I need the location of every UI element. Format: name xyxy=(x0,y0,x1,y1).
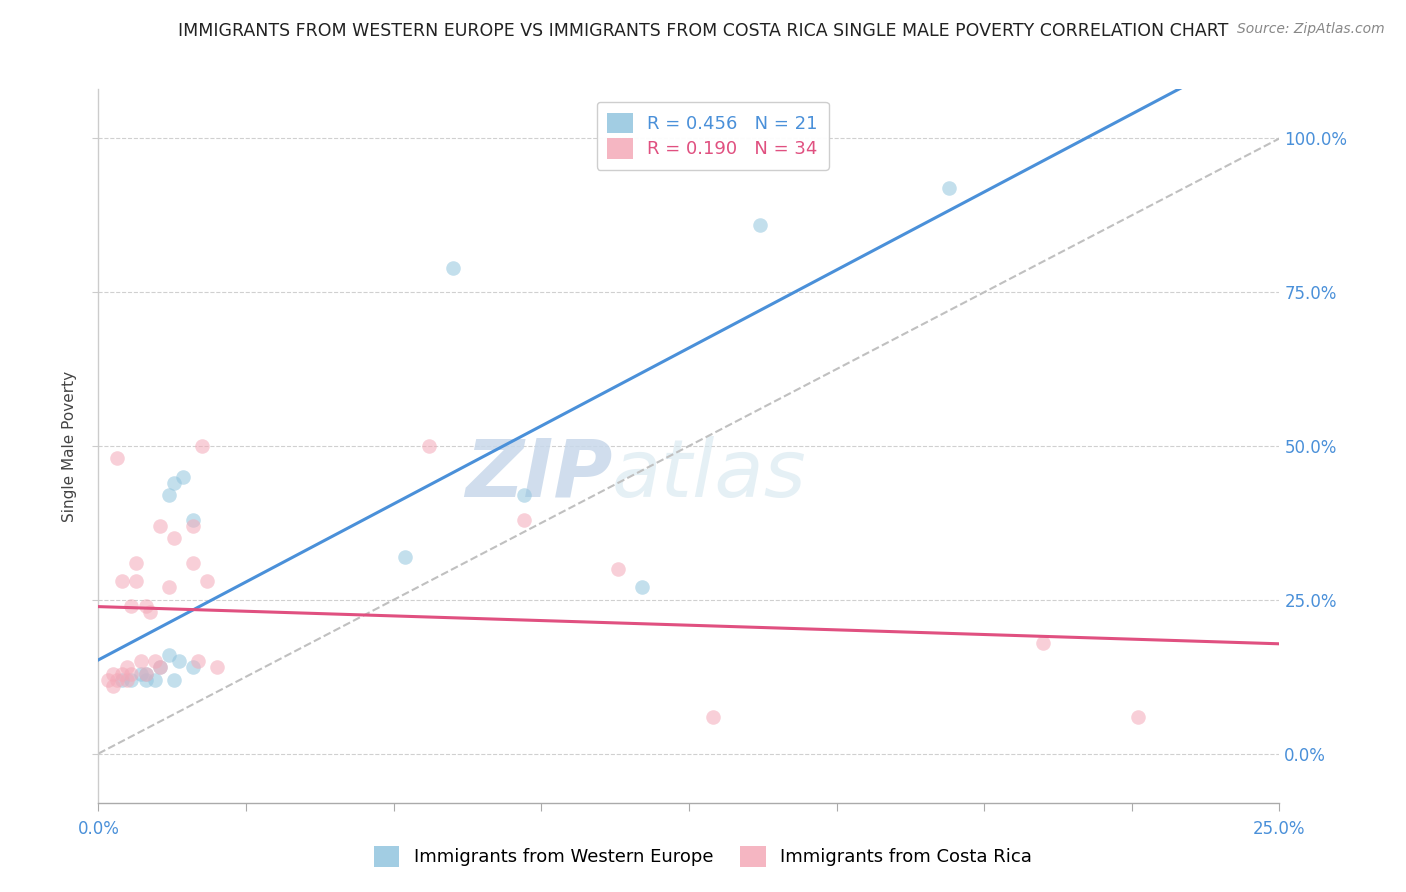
Text: Source: ZipAtlas.com: Source: ZipAtlas.com xyxy=(1237,22,1385,37)
Point xyxy=(702,709,724,723)
Point xyxy=(195,574,218,589)
Point xyxy=(938,180,960,194)
Point xyxy=(607,562,630,576)
Point xyxy=(135,673,157,687)
Point xyxy=(157,488,180,502)
Point xyxy=(441,260,464,275)
Text: 25.0%: 25.0% xyxy=(1253,820,1306,838)
Point xyxy=(205,660,228,674)
Point xyxy=(149,660,172,674)
Point xyxy=(125,574,148,589)
Point xyxy=(157,648,180,662)
Legend: R = 0.456   N = 21, R = 0.190   N = 34: R = 0.456 N = 21, R = 0.190 N = 34 xyxy=(596,102,828,169)
Text: atlas: atlas xyxy=(612,435,807,514)
Point xyxy=(748,218,770,232)
Point xyxy=(101,679,124,693)
Point xyxy=(418,439,440,453)
Point xyxy=(125,556,148,570)
Point xyxy=(167,654,190,668)
Point xyxy=(101,666,124,681)
Point xyxy=(181,513,204,527)
Point xyxy=(149,660,172,674)
Point xyxy=(121,599,143,613)
Point xyxy=(163,531,186,545)
Point xyxy=(163,673,186,687)
Point xyxy=(111,574,134,589)
Text: IMMIGRANTS FROM WESTERN EUROPE VS IMMIGRANTS FROM COSTA RICA SINGLE MALE POVERTY: IMMIGRANTS FROM WESTERN EUROPE VS IMMIGR… xyxy=(177,22,1229,40)
Point xyxy=(181,660,204,674)
Point xyxy=(143,673,166,687)
Point xyxy=(115,673,138,687)
Point xyxy=(135,666,157,681)
Point xyxy=(187,654,209,668)
Point xyxy=(121,673,143,687)
Point xyxy=(97,673,120,687)
Point xyxy=(135,666,157,681)
Point xyxy=(135,599,157,613)
Point xyxy=(149,519,172,533)
Text: 0.0%: 0.0% xyxy=(77,820,120,838)
Point xyxy=(105,451,128,466)
Point xyxy=(172,469,194,483)
Point xyxy=(143,654,166,668)
Point xyxy=(1126,709,1149,723)
Point xyxy=(394,549,416,564)
Point xyxy=(139,605,162,619)
Point xyxy=(181,519,204,533)
Point xyxy=(1032,636,1054,650)
Point xyxy=(181,556,204,570)
Legend: Immigrants from Western Europe, Immigrants from Costa Rica: Immigrants from Western Europe, Immigran… xyxy=(367,838,1039,874)
Point xyxy=(105,673,128,687)
Point xyxy=(512,488,534,502)
Point xyxy=(129,654,152,668)
Point xyxy=(115,660,138,674)
Point xyxy=(157,581,180,595)
Point xyxy=(111,673,134,687)
Point xyxy=(121,666,143,681)
Text: ZIP: ZIP xyxy=(465,435,612,514)
Point xyxy=(129,666,152,681)
Y-axis label: Single Male Poverty: Single Male Poverty xyxy=(62,370,77,522)
Point xyxy=(163,475,186,490)
Point xyxy=(111,666,134,681)
Point xyxy=(630,581,652,595)
Point xyxy=(512,513,534,527)
Point xyxy=(191,439,214,453)
